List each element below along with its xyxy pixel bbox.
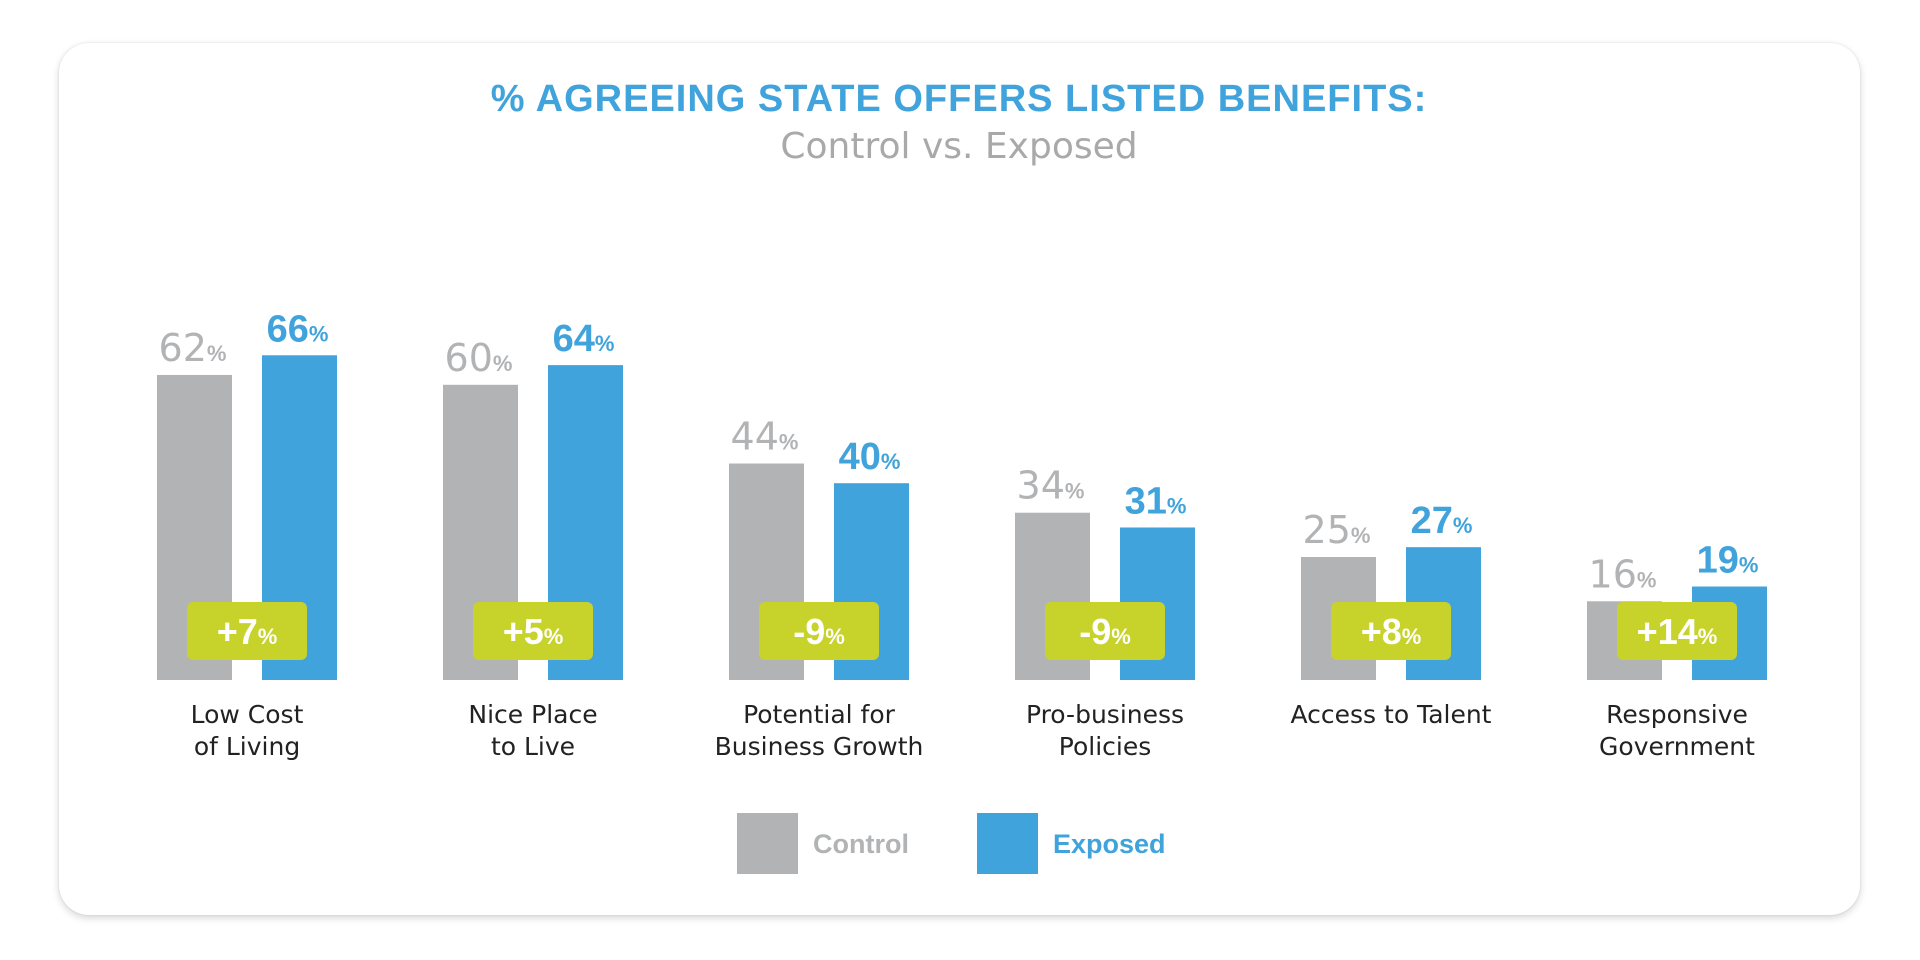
exposed-value-label: 40% xyxy=(839,436,901,478)
control-legend-label: Control xyxy=(813,829,909,859)
control-value-label: 16% xyxy=(1589,552,1657,596)
difference-label: -9% xyxy=(1079,611,1131,652)
difference-label: +14% xyxy=(1637,611,1718,652)
exposed-value-label: 64% xyxy=(553,318,615,360)
difference-badge xyxy=(187,602,307,660)
control-value-label: 60% xyxy=(445,336,513,380)
category-label: Policies xyxy=(1059,732,1151,761)
difference-label: +8% xyxy=(1361,611,1422,652)
control-value-label: 25% xyxy=(1303,508,1371,552)
difference-label: +7% xyxy=(217,611,278,652)
category-label: Pro-business xyxy=(1026,700,1184,729)
category-label: Responsive xyxy=(1606,700,1748,729)
difference-badge xyxy=(473,602,593,660)
control-value-label: 34% xyxy=(1017,464,1085,508)
difference-badge xyxy=(1045,602,1165,660)
exposed-legend-label: Exposed xyxy=(1053,829,1166,859)
difference-label: -9% xyxy=(793,611,845,652)
difference-badge xyxy=(1331,602,1451,660)
exposed-value-label: 19% xyxy=(1697,540,1759,582)
control-legend-swatch xyxy=(737,813,798,874)
category-label: Potential for xyxy=(743,700,896,729)
category-label: to Live xyxy=(491,732,575,761)
exposed-value-label: 66% xyxy=(267,308,329,350)
difference-badge xyxy=(1617,602,1737,660)
difference-label: +5% xyxy=(503,611,564,652)
exposed-legend-swatch xyxy=(977,813,1038,874)
category-label: Access to Talent xyxy=(1290,700,1491,729)
difference-badge xyxy=(759,602,879,660)
bar-chart: % AGREEING STATE OFFERS LISTED BENEFITS:… xyxy=(157,78,1767,874)
control-value-label: 62% xyxy=(159,326,227,370)
category-label: of Living xyxy=(194,732,300,761)
exposed-value-label: 31% xyxy=(1125,480,1187,522)
chart-title: % AGREEING STATE OFFERS LISTED BENEFITS: xyxy=(491,78,1428,120)
category-label: Government xyxy=(1599,732,1755,761)
chart-subtitle: Control vs. Exposed xyxy=(780,126,1137,167)
category-label: Nice Place xyxy=(468,700,597,729)
chart-card: % AGREEING STATE OFFERS LISTED BENEFITS:… xyxy=(59,43,1860,915)
control-value-label: 44% xyxy=(731,415,799,459)
category-label: Low Cost xyxy=(191,700,304,729)
exposed-value-label: 27% xyxy=(1411,500,1473,542)
category-label: Business Growth xyxy=(715,732,924,761)
